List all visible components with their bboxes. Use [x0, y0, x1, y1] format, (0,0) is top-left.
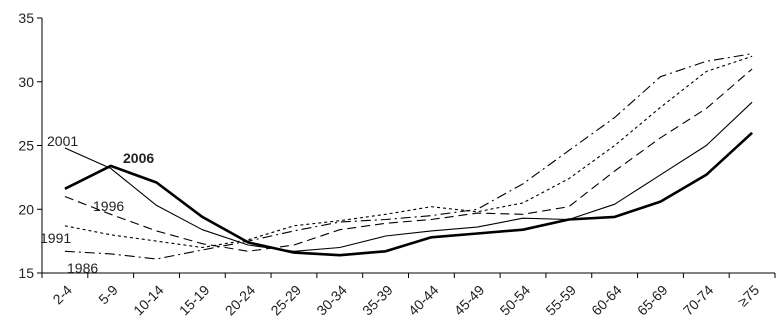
x-tick-label: 15-19: [176, 282, 213, 319]
series-line-2006: [64, 131, 753, 257]
series-line-1996: [64, 68, 753, 252]
x-tick-label: 35-39: [359, 282, 396, 319]
x-tick-label: 45-49: [451, 282, 488, 319]
series-label-1991: 1991: [40, 230, 71, 246]
series-line-1986: [64, 53, 753, 260]
x-tick-label: 25-29: [267, 282, 304, 319]
y-tick-label: 30: [18, 74, 34, 90]
series-line-1991: [64, 55, 753, 249]
series-line-2001: [64, 101, 753, 252]
series-labels: 2001 2006 1996 1991 1986: [40, 133, 154, 276]
x-tick-label: 40-44: [405, 282, 442, 319]
x-tick-label: 65-69: [634, 282, 671, 319]
x-tick-label: 50-54: [497, 282, 534, 319]
x-tick-label: 60-64: [588, 282, 625, 319]
series-label-1986: 1986: [67, 260, 98, 276]
x-tick-label: 10-14: [130, 282, 167, 319]
series-label-2001: 2001: [47, 133, 78, 149]
x-tick-label: 70-74: [680, 282, 717, 319]
x-tick-label: 2-4: [49, 282, 75, 308]
series-label-2006: 2006: [123, 150, 154, 166]
y-tick-label: 20: [18, 201, 34, 217]
series-label-1996: 1996: [93, 198, 124, 214]
y-tick-label: 15: [18, 265, 34, 281]
y-tick-label: 35: [18, 10, 34, 26]
x-tick-label: 30-34: [313, 282, 350, 319]
x-tick-label: 20-24: [222, 282, 259, 319]
x-tick-label: ≥75: [734, 282, 762, 310]
series-lines: [64, 53, 753, 260]
x-tick-label: 5-9: [95, 282, 121, 308]
y-tick-label: 25: [18, 138, 34, 154]
x-tick-label: 55-59: [542, 282, 579, 319]
